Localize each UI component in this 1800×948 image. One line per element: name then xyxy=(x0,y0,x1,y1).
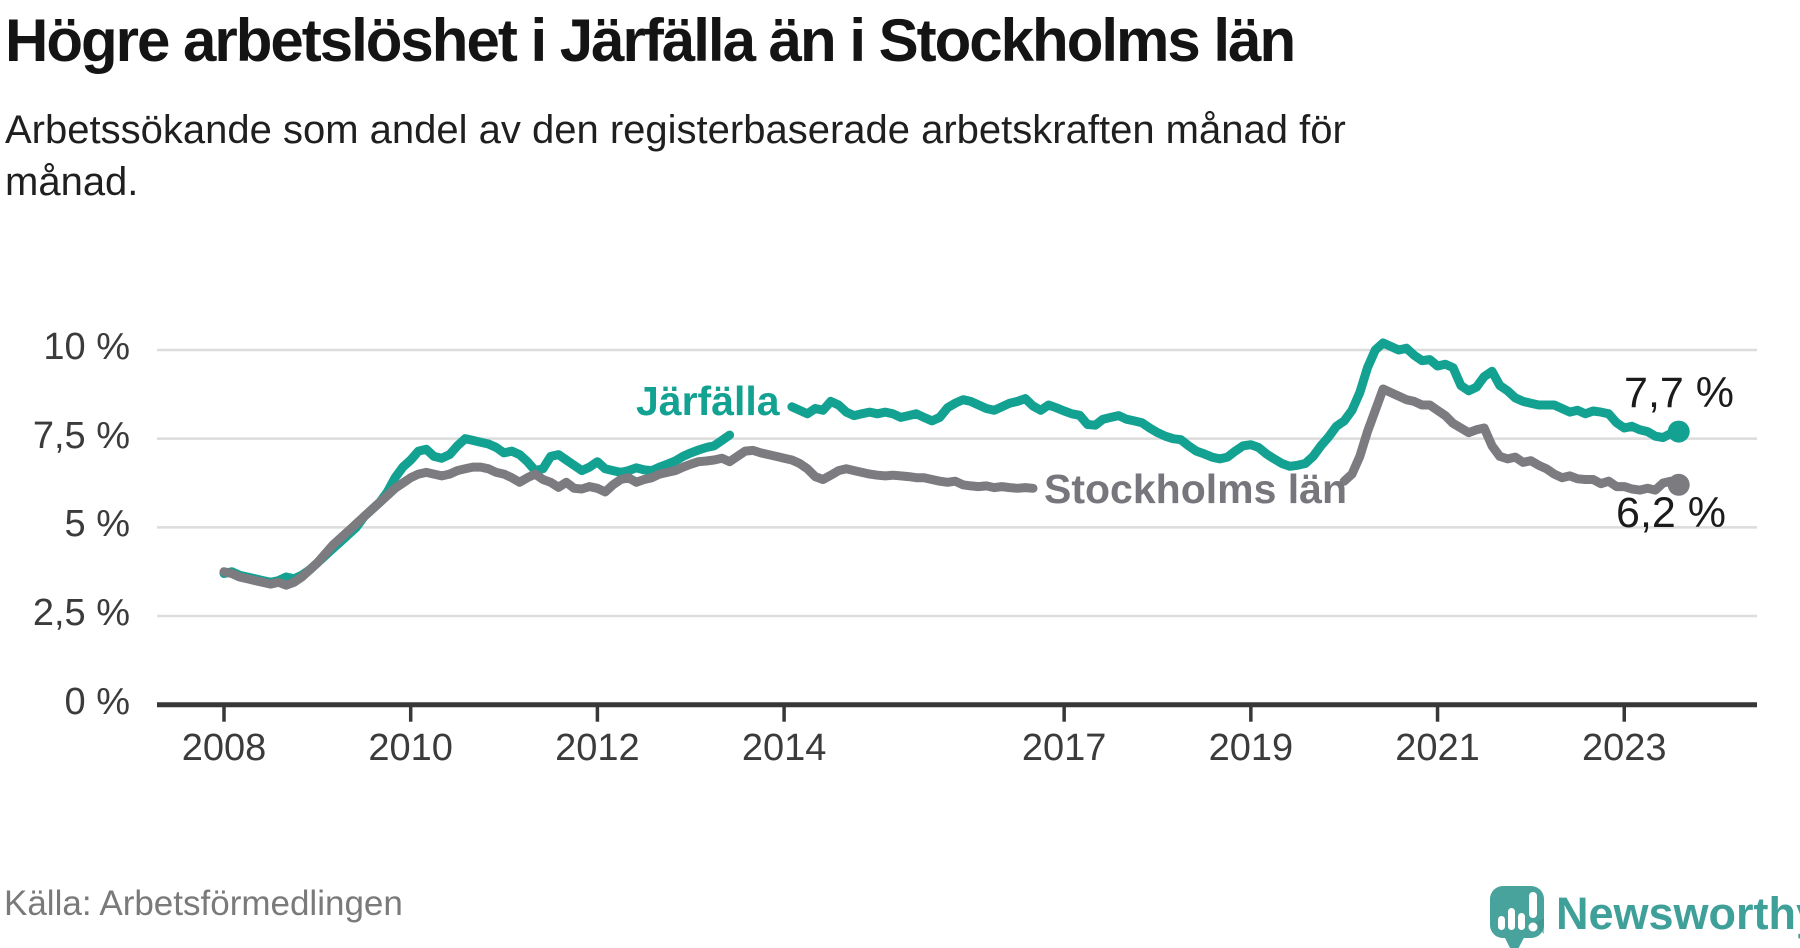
series-label-jarfalla: Järfälla xyxy=(636,378,780,424)
y-axis-tick-label: 2,5 % xyxy=(32,592,130,635)
exclamation-icon xyxy=(1528,892,1538,932)
line-stockholm xyxy=(219,445,1038,590)
x-axis-tick-label: 2012 xyxy=(555,727,640,769)
y-axis-tick-label: 0 % xyxy=(64,680,130,723)
newsworthy-wordmark: Newsworthy xyxy=(1556,888,1800,939)
line-jarfalla xyxy=(787,338,1684,471)
x-axis-tick-label: 2014 xyxy=(741,727,827,769)
page-title: Högre arbetslöshet i Järfälla än i Stock… xyxy=(5,7,1296,74)
x-axis-tick-label: 2023 xyxy=(1581,727,1667,769)
logo-bubble-shadow xyxy=(1533,918,1544,934)
end-dot-jarfalla xyxy=(1667,420,1690,443)
y-axis-tick-label: 7,5 % xyxy=(32,414,130,457)
x-axis-tick-label: 2017 xyxy=(1021,727,1107,769)
y-axis-tick-label: 10 % xyxy=(43,326,130,368)
line-stockholm xyxy=(1339,384,1684,495)
x-axis-tick-label: 2008 xyxy=(181,727,267,769)
x-axis-tick-label: 2021 xyxy=(1395,727,1480,769)
end-dot-stockholm xyxy=(1667,473,1690,496)
source-note: Källa: Arbetsförmedlingen xyxy=(4,884,403,923)
end-value-label-stockholm: 6,2 % xyxy=(1616,489,1726,537)
x-axis-tick-label: 2010 xyxy=(368,727,453,769)
series-label-stockholm: Stockholms län xyxy=(1044,466,1348,512)
x-axis-tick-label: 2019 xyxy=(1208,727,1294,769)
bar-chart-icon xyxy=(1498,908,1525,930)
y-axis-tick-label: 5 % xyxy=(64,503,130,546)
end-value-label-jarfalla: 7,7 % xyxy=(1624,369,1734,417)
line-jarfalla xyxy=(219,430,735,587)
newsworthy-logo-icon xyxy=(1490,886,1544,948)
chart-subtitle: Arbetssökande som andel av den registerb… xyxy=(5,108,1346,204)
